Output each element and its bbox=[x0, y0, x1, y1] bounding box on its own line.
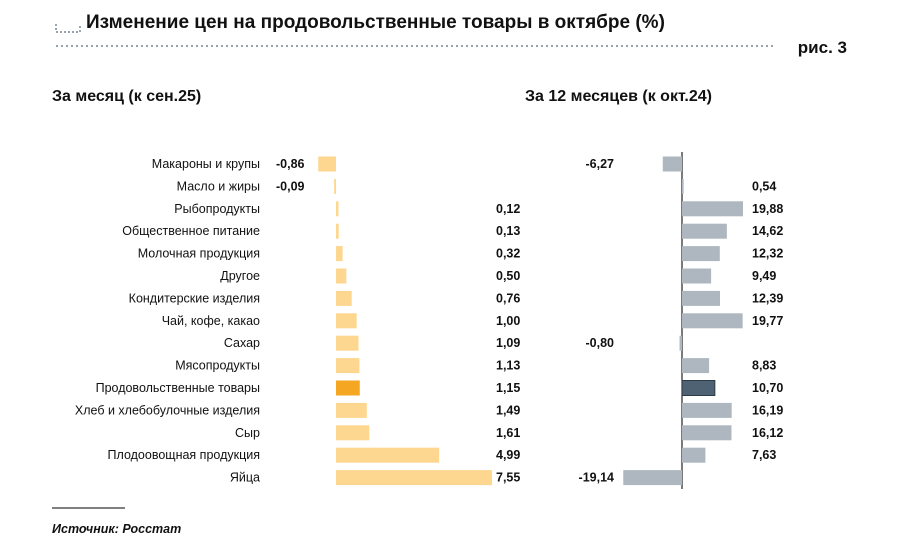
left-value-label: -0,09 bbox=[276, 179, 305, 193]
right-value-label: 19,77 bbox=[752, 314, 783, 328]
right-bar bbox=[682, 246, 720, 262]
right-value-label: 10,70 bbox=[752, 381, 783, 395]
right-value-label: 19,88 bbox=[752, 202, 783, 216]
left-value-label: 0,50 bbox=[496, 269, 520, 283]
left-bar bbox=[336, 425, 370, 441]
right-bar bbox=[682, 447, 706, 463]
left-value-label: 1,49 bbox=[496, 403, 520, 417]
left-bar bbox=[336, 246, 343, 262]
category-label: Плодоовощная продукция bbox=[108, 448, 260, 462]
right-bar bbox=[682, 201, 743, 217]
left-bar bbox=[336, 223, 339, 239]
left-value-label: 0,32 bbox=[496, 247, 520, 261]
left-value-label: 0,76 bbox=[496, 291, 520, 305]
left-value-label: 1,13 bbox=[496, 359, 520, 373]
left-bar bbox=[336, 268, 347, 284]
left-panel-title: За месяц (к сен.25) bbox=[52, 88, 202, 105]
category-label: Яйца bbox=[230, 471, 260, 485]
right-bar bbox=[682, 402, 732, 418]
left-value-label: 0,13 bbox=[496, 224, 520, 238]
left-bar bbox=[336, 380, 360, 396]
category-label: Продовольственные товары bbox=[96, 381, 260, 395]
right-bar bbox=[682, 223, 727, 239]
category-label: Сахар bbox=[224, 336, 260, 350]
category-label: Другое bbox=[220, 269, 260, 283]
left-value-label: -0,86 bbox=[276, 157, 305, 171]
left-value-label: 1,15 bbox=[496, 381, 520, 395]
right-value-label: 16,12 bbox=[752, 426, 783, 440]
right-bar bbox=[682, 358, 710, 374]
category-label: Макароны и крупы bbox=[152, 157, 260, 171]
left-bar bbox=[336, 470, 492, 486]
source-note: Источник: Росстат bbox=[52, 522, 182, 536]
right-value-label: 14,62 bbox=[752, 224, 783, 238]
category-label: Мясопродукты bbox=[175, 359, 260, 373]
category-label: Молочная продукция bbox=[138, 247, 260, 261]
category-label: Рыбопродукты bbox=[174, 202, 260, 216]
right-value-label: 12,32 bbox=[752, 247, 783, 261]
category-label: Чай, кофе, какао bbox=[162, 314, 260, 328]
right-bar bbox=[681, 380, 716, 396]
left-value-label: 1,00 bbox=[496, 314, 520, 328]
right-bar bbox=[682, 313, 743, 329]
left-chart: Макароны и крупы -0,86 Масло и жиры -0,09 Ры… bbox=[75, 156, 520, 486]
right-value-label: -19,14 bbox=[579, 471, 614, 485]
right-bar bbox=[682, 290, 721, 306]
left-bar bbox=[318, 156, 336, 172]
right-value-label: -6,27 bbox=[586, 157, 615, 171]
category-label: Общественное питание bbox=[122, 224, 260, 238]
right-chart: -6,27 0,54 19,88 14,62 12,32 9,49 12,39 19,77 -0… bbox=[579, 152, 783, 489]
left-value-label: 1,61 bbox=[496, 426, 520, 440]
right-value-label: 16,19 bbox=[752, 403, 783, 417]
right-bar bbox=[682, 268, 712, 284]
right-bar bbox=[682, 425, 732, 441]
left-bar bbox=[336, 447, 440, 463]
left-value-label: 7,55 bbox=[496, 471, 520, 485]
right-value-label: 12,39 bbox=[752, 291, 783, 305]
left-bar bbox=[336, 358, 360, 374]
right-value-label: 9,49 bbox=[752, 269, 776, 283]
title-decoration bbox=[55, 24, 776, 47]
chart-title: Изменение цен на продовольственные товар… bbox=[86, 12, 665, 33]
right-bar bbox=[682, 178, 684, 194]
left-bar bbox=[336, 335, 359, 351]
category-label: Кондитерские изделия bbox=[129, 291, 260, 305]
left-bar bbox=[334, 178, 336, 194]
left-bar bbox=[336, 402, 367, 418]
category-label: Хлеб и хлебобулочные изделия bbox=[75, 403, 260, 417]
right-bar bbox=[679, 335, 682, 351]
right-panel-title: За 12 месяцев (к окт.24) bbox=[525, 88, 712, 105]
figure-label: рис. 3 bbox=[797, 38, 847, 57]
right-bar bbox=[662, 156, 682, 172]
right-value-label: 0,54 bbox=[752, 179, 776, 193]
left-value-label: 4,99 bbox=[496, 448, 520, 462]
left-bar bbox=[336, 290, 352, 306]
category-label: Сыр bbox=[235, 426, 260, 440]
left-value-label: 1,09 bbox=[496, 336, 520, 350]
category-label: Масло и жиры bbox=[177, 179, 260, 193]
right-value-label: 8,83 bbox=[752, 359, 776, 373]
left-value-label: 0,12 bbox=[496, 202, 520, 216]
left-bar bbox=[336, 313, 357, 329]
right-value-label: 7,63 bbox=[752, 448, 776, 462]
right-bar bbox=[623, 470, 682, 486]
right-value-label: -0,80 bbox=[586, 336, 615, 350]
left-bar bbox=[336, 201, 339, 217]
